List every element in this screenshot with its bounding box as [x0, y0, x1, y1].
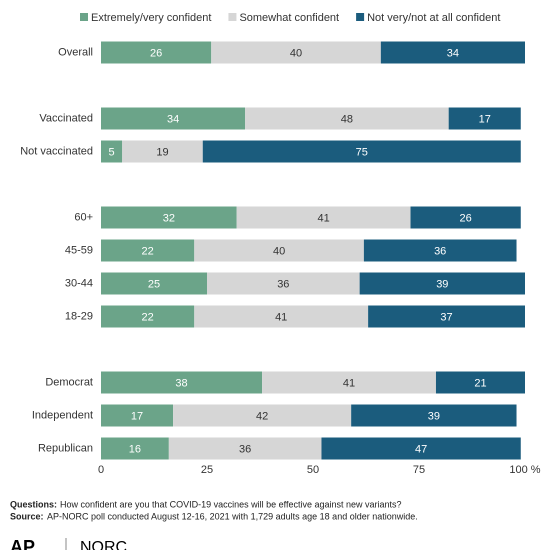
bar-segment — [448, 107, 521, 130]
legend-label: Somewhat confident — [239, 12, 339, 24]
legend-label: Extremely/very confident — [91, 12, 211, 24]
value-label: 19 — [156, 146, 168, 158]
bar-segment — [380, 41, 525, 64]
value-label: 41 — [275, 311, 287, 323]
bar-segment — [211, 41, 381, 64]
footer-questions: How confident are you that COVID-19 vacc… — [60, 499, 402, 509]
bar-segment — [351, 404, 517, 427]
bar-segment — [262, 371, 436, 394]
bar-segment — [236, 206, 411, 229]
value-label: 41 — [343, 377, 355, 389]
value-label: 21 — [474, 377, 486, 389]
y-tick-label: Democrat — [45, 376, 93, 388]
value-label: 26 — [150, 47, 162, 59]
value-label: 36 — [277, 278, 289, 290]
value-label: 38 — [175, 377, 187, 389]
value-label: 26 — [460, 212, 472, 224]
bar-segment — [101, 239, 195, 262]
bar-segment — [202, 140, 521, 163]
x-tick-label: 50 — [307, 464, 319, 476]
value-label: 37 — [440, 311, 452, 323]
bar-segment — [101, 140, 123, 163]
legend-swatch — [356, 13, 365, 21]
y-tick-label: 60+ — [74, 211, 93, 223]
y-tick-label: 18-29 — [65, 310, 93, 322]
bar-segment — [363, 239, 517, 262]
value-label: 34 — [447, 47, 459, 59]
legend-label: Not very/not at all confident — [367, 12, 500, 24]
bar-segment — [173, 404, 352, 427]
x-tick-label: 100 % — [509, 464, 540, 476]
bar-segment — [101, 206, 237, 229]
bar-segment — [101, 41, 212, 64]
bar-segment — [207, 272, 360, 295]
bar-segment — [168, 437, 322, 460]
y-tick-label: 30-44 — [65, 277, 93, 289]
y-tick-label: Independent — [32, 409, 93, 421]
value-label: 36 — [239, 443, 251, 455]
x-tick-label: 0 — [98, 464, 104, 476]
bar-segment — [245, 107, 449, 130]
value-label: 22 — [142, 245, 154, 257]
y-tick-label: Overall — [58, 46, 93, 58]
value-label: 39 — [436, 278, 448, 290]
bar-segment — [410, 206, 521, 229]
value-label: 34 — [167, 113, 179, 125]
bar-segment — [101, 437, 169, 460]
bar-segment — [194, 305, 369, 328]
y-tick-label: Vaccinated — [39, 112, 93, 124]
bar-segment — [101, 404, 174, 427]
x-tick-label: 75 — [413, 464, 425, 476]
x-tick-label: 25 — [201, 464, 213, 476]
bar-segment — [194, 239, 364, 262]
legend-swatch — [80, 13, 88, 21]
logo-ap: AP — [10, 537, 35, 550]
value-label: 22 — [142, 311, 154, 323]
logo-norc: NORC — [80, 539, 127, 550]
bar-segment — [101, 107, 246, 130]
value-label: 75 — [356, 146, 368, 158]
bar-segment — [435, 371, 525, 394]
value-label: 25 — [148, 278, 160, 290]
bar-segment — [101, 371, 263, 394]
legend-swatch — [228, 13, 237, 21]
value-label: 17 — [479, 113, 491, 125]
value-label: 5 — [109, 146, 115, 158]
y-tick-label: 45-59 — [65, 244, 93, 256]
bar-segment — [359, 272, 525, 295]
value-label: 16 — [129, 443, 141, 455]
value-label: 40 — [273, 245, 285, 257]
bar-segment — [101, 305, 195, 328]
footer-questions-label: Questions: — [10, 499, 57, 509]
value-label: 47 — [415, 443, 427, 455]
bar-segment — [321, 437, 521, 460]
value-label: 36 — [434, 245, 446, 257]
value-label: 32 — [163, 212, 175, 224]
y-tick-label: Republican — [38, 442, 93, 454]
bar-segment — [101, 272, 207, 295]
bar-segment — [368, 305, 525, 328]
value-label: 17 — [131, 410, 143, 422]
value-label: 39 — [428, 410, 440, 422]
bar-segment — [122, 140, 203, 163]
value-label: 40 — [290, 47, 302, 59]
footer-source-label: Source: — [10, 511, 44, 521]
footer-source: AP-NORC poll conducted August 12-16, 202… — [47, 511, 418, 521]
y-tick-label: Not vaccinated — [20, 145, 93, 157]
value-label: 41 — [317, 212, 329, 224]
value-label: 48 — [341, 113, 353, 125]
value-label: 42 — [256, 410, 268, 422]
